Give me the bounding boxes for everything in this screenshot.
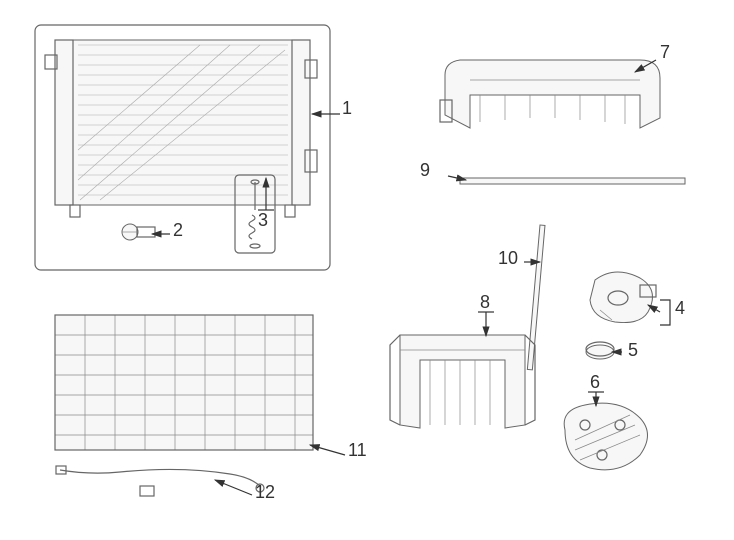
- upper-bracket: [440, 60, 660, 128]
- callout-8: 8: [480, 292, 490, 313]
- callout-6: 6: [590, 372, 600, 393]
- callout-9: 9: [420, 160, 430, 181]
- shutter-assembly: [55, 315, 313, 496]
- callout-7: 7: [660, 42, 670, 63]
- parts-diagram: 1 2 3 4 5 6 7 8 9 10 11 12: [0, 0, 734, 540]
- wiring-harness: [56, 466, 264, 496]
- lower-baffle: [390, 335, 535, 428]
- drain-plug: [122, 224, 155, 240]
- callout-1: 1: [342, 98, 352, 119]
- housing: [590, 272, 656, 323]
- gasket-plate: [564, 403, 647, 470]
- radiator: [45, 40, 317, 217]
- callout-5: 5: [628, 340, 638, 361]
- side-seal: [527, 225, 545, 370]
- cap: [586, 342, 614, 359]
- callout-2: 2: [173, 220, 183, 241]
- callout-11: 11: [348, 440, 367, 461]
- callout-4: 4: [675, 298, 685, 319]
- diagram-svg: [0, 0, 734, 540]
- callout-10: 10: [498, 248, 518, 269]
- top-seal: [460, 178, 685, 184]
- callout-12: 12: [255, 482, 275, 503]
- callout-3: 3: [258, 210, 268, 231]
